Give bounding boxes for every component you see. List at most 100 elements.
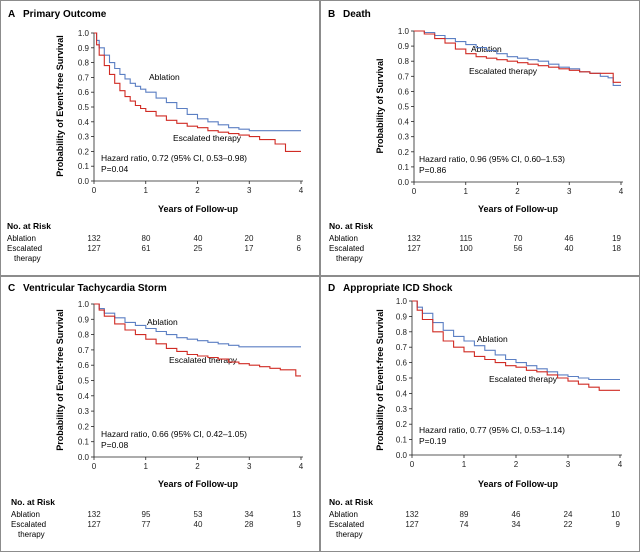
x-tick-label: 0 <box>92 186 97 195</box>
y-tick-label: 0.2 <box>396 420 408 429</box>
survival-curve-escalated <box>412 300 620 391</box>
x-tick-label: 3 <box>247 186 252 195</box>
risk-value: 19 <box>612 234 621 243</box>
y-tick-label: 0.2 <box>78 147 90 156</box>
risk-value: 18 <box>612 244 621 253</box>
risk-table-header: No. at Risk <box>329 497 373 507</box>
x-axis-label: Years of Follow-up <box>158 204 239 214</box>
risk-value: 40 <box>194 520 203 529</box>
risk-row-label: Escalated <box>329 244 364 253</box>
escalated-curve-label: Escalated therapy <box>489 374 558 384</box>
x-tick-label: 0 <box>410 460 415 469</box>
y-tick-label: 0.4 <box>78 392 90 401</box>
risk-row-label: Escalated <box>7 244 42 253</box>
panel-c-svg: C Ventricular Tachycardia Storm Probabil… <box>8 283 304 539</box>
risk-row-label: Ablation <box>7 234 36 243</box>
panel-a: A Primary Outcome Probability of Event-f… <box>0 0 320 276</box>
risk-value: 34 <box>245 510 254 519</box>
escalated-curve-label: Escalated therapy <box>169 355 238 365</box>
p-value-text: P=0.19 <box>419 436 446 446</box>
risk-row-label: Ablation <box>11 510 40 519</box>
y-tick-label: 0.3 <box>396 405 408 414</box>
risk-value: 80 <box>142 234 151 243</box>
y-tick-label: 0.6 <box>78 88 90 97</box>
risk-value: 89 <box>460 510 469 519</box>
hazard-ratio-text: Hazard ratio, 0.72 (95% CI, 0.53–0.98) <box>101 153 247 163</box>
risk-value: 61 <box>142 244 151 253</box>
x-tick-label: 3 <box>567 187 572 196</box>
survival-curve-escalated <box>94 32 301 152</box>
p-value-text: P=0.08 <box>101 440 128 450</box>
y-tick-label: 0.9 <box>398 42 410 51</box>
y-tick-label: 0.1 <box>396 436 408 445</box>
panel-d: D Appropriate ICD Shock Probability of E… <box>320 276 640 552</box>
survival-curve-ablation <box>412 300 620 381</box>
panel-letter: D <box>328 283 335 294</box>
panel-title: Death <box>343 9 371 20</box>
y-axis-label: Probability of Event-free Survival <box>375 309 385 451</box>
panel-b-svg: B Death Probability of Survival Years of… <box>328 9 624 263</box>
y-tick-label: 0.7 <box>78 346 90 355</box>
y-axis-label: Probability of Survival <box>375 58 385 153</box>
y-tick-label: 0.1 <box>78 438 90 447</box>
escalated-curve-label: Escalated therapy <box>469 66 538 76</box>
x-tick-label: 3 <box>247 462 252 471</box>
y-tick-label: 0.1 <box>398 163 410 172</box>
ablation-curve-label: Ablation <box>147 317 178 327</box>
x-tick-label: 1 <box>464 187 469 196</box>
y-tick-label: 0.4 <box>396 389 408 398</box>
y-tick-label: 0.8 <box>398 57 410 66</box>
y-axis-label: Probability of Event-free Survival <box>55 309 65 451</box>
y-tick-label: 0.0 <box>78 177 90 186</box>
y-tick-label: 0.5 <box>396 374 408 383</box>
x-axis-label: Years of Follow-up <box>478 479 559 489</box>
x-tick-label: 2 <box>515 187 520 196</box>
risk-row-label: Escalated <box>329 520 364 529</box>
risk-value: 132 <box>87 510 101 519</box>
x-tick-label: 4 <box>619 187 624 196</box>
risk-value: 8 <box>297 234 302 243</box>
ablation-curve-label: Ablation <box>477 334 508 344</box>
x-tick-label: 4 <box>299 186 304 195</box>
risk-row-label-continuation: therapy <box>14 254 41 263</box>
y-tick-label: 0.9 <box>78 315 90 324</box>
y-tick-label: 0.7 <box>398 72 410 81</box>
x-tick-label: 2 <box>514 460 519 469</box>
y-tick-label: 0.5 <box>398 103 410 112</box>
x-tick-label: 4 <box>299 462 304 471</box>
y-tick-label: 0.2 <box>398 148 410 157</box>
risk-value: 115 <box>460 234 473 243</box>
escalated-curve-label: Escalated therapy <box>173 133 242 143</box>
y-tick-label: 0.8 <box>78 59 90 68</box>
risk-value: 127 <box>407 244 421 253</box>
y-axis-label: Probability of Event-free Survival <box>55 35 65 177</box>
x-tick-label: 0 <box>92 462 97 471</box>
risk-value: 40 <box>565 244 574 253</box>
risk-value: 74 <box>460 520 469 529</box>
risk-value: 132 <box>87 234 101 243</box>
risk-row-label: Escalated <box>11 520 46 529</box>
y-tick-label: 1.0 <box>398 27 410 36</box>
risk-value: 22 <box>564 520 573 529</box>
risk-value: 25 <box>194 244 203 253</box>
x-axis-label: Years of Follow-up <box>478 204 559 214</box>
panel-b: B Death Probability of Survival Years of… <box>320 0 640 276</box>
y-tick-label: 0.9 <box>396 312 408 321</box>
risk-value: 20 <box>245 234 254 243</box>
x-tick-label: 1 <box>144 462 149 471</box>
panel-a-svg: A Primary Outcome Probability of Event-f… <box>7 9 304 263</box>
risk-value: 132 <box>407 234 421 243</box>
risk-value: 6 <box>297 244 302 253</box>
panel-title: Primary Outcome <box>23 9 107 20</box>
panel-letter: A <box>8 9 15 20</box>
risk-value: 77 <box>142 520 151 529</box>
hazard-ratio-text: Hazard ratio, 0.77 (95% CI, 0.53–1.14) <box>419 425 565 435</box>
x-tick-label: 2 <box>195 462 200 471</box>
y-tick-label: 0.1 <box>78 162 90 171</box>
y-tick-label: 0.0 <box>396 451 408 460</box>
risk-value: 56 <box>514 244 523 253</box>
risk-table-header: No. at Risk <box>11 497 55 507</box>
survival-curve-ablation <box>94 303 301 348</box>
y-tick-label: 0.3 <box>78 133 90 142</box>
